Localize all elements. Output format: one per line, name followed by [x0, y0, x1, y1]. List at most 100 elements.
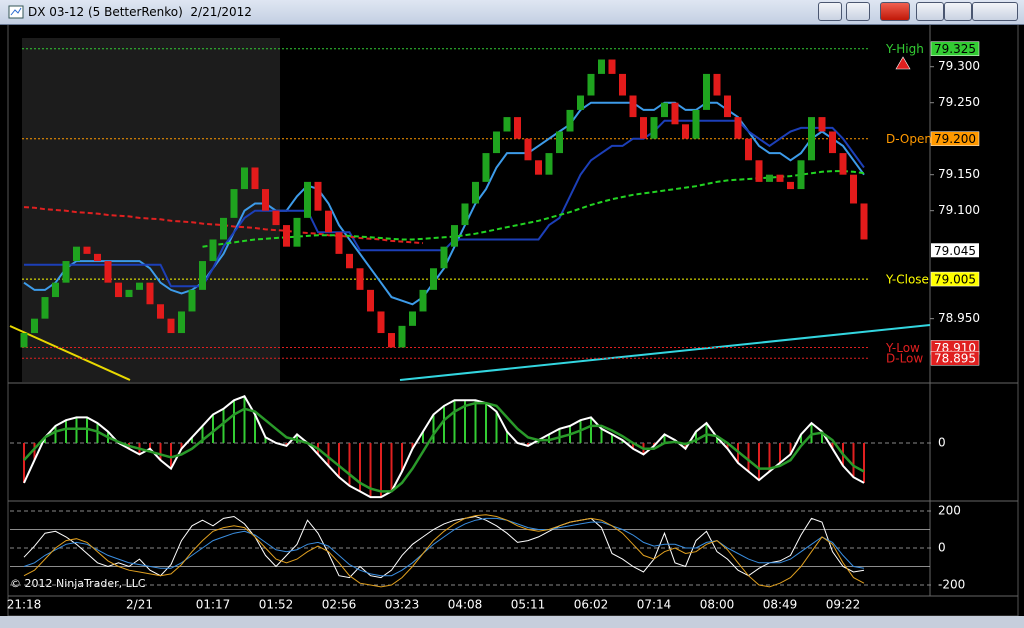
x-tick-label: 21:18: [7, 598, 42, 612]
level-value: 79.005: [934, 273, 976, 287]
toolbar-button[interactable]: [846, 2, 870, 21]
candle: [682, 124, 689, 139]
y-tick-label: 79.100: [938, 203, 980, 217]
candle: [640, 117, 647, 139]
candle: [304, 181, 311, 218]
candle: [230, 189, 238, 218]
candle: [598, 59, 605, 74]
candle: [514, 117, 521, 139]
candle: [346, 253, 353, 269]
candle: [220, 217, 227, 240]
trend-line: [399, 324, 931, 381]
candle: [797, 160, 805, 190]
candle: [83, 246, 91, 254]
candle: [104, 261, 112, 283]
candle: [776, 174, 784, 182]
level-name: Y-High: [885, 42, 924, 56]
level-value-box: [930, 350, 980, 366]
candle: [650, 117, 658, 139]
candle: [20, 333, 28, 348]
candle: [335, 232, 343, 254]
x-tick-label: 04:08: [448, 598, 483, 612]
copyright: © 2012 NinjaTrader, LLC: [10, 577, 146, 590]
trend-line: [9, 325, 131, 381]
y-tick-label: 79.300: [938, 59, 980, 73]
app-icon: [8, 5, 24, 19]
candle: [839, 153, 847, 175]
oscillator-line: [23, 517, 865, 577]
candle: [115, 282, 122, 298]
title-bar: DX 03-12 (5 BetterRenko) 2/21/2012: [0, 0, 1024, 25]
window-title: DX 03-12 (5 BetterRenko) 2/21/2012: [28, 5, 252, 19]
maximize-button[interactable]: [944, 2, 972, 21]
x-tick-label: 01:17: [196, 598, 231, 612]
toolbar-button[interactable]: [818, 2, 842, 21]
candle: [209, 239, 217, 262]
y-tick-label: -200: [938, 578, 965, 592]
y-tick-label: 0: [938, 436, 946, 450]
candle: [829, 131, 836, 154]
candle: [31, 318, 38, 334]
candle: [377, 311, 385, 334]
candle: [199, 261, 206, 290]
candle: [850, 174, 857, 204]
candle: [577, 95, 584, 110]
level-name: D-Low: [886, 352, 923, 366]
oscillator-line: [23, 515, 865, 579]
candle: [409, 311, 416, 326]
candle: [493, 131, 500, 154]
status-bar: [0, 616, 1024, 628]
candle: [566, 109, 574, 132]
candle: [262, 189, 269, 211]
x-tick-label: 02:56: [322, 598, 357, 612]
x-tick-label: 03:23: [385, 598, 420, 612]
y-tick-label: 78.950: [938, 311, 980, 325]
x-tick-label: 05:11: [511, 598, 546, 612]
candle: [629, 95, 637, 118]
candle: [157, 304, 164, 319]
candle: [367, 289, 374, 312]
last-price-box: [931, 243, 979, 258]
candle: [734, 117, 742, 139]
candle: [482, 153, 490, 182]
level-value: 78.895: [934, 352, 976, 366]
candle: [356, 268, 364, 290]
candle: [808, 117, 815, 161]
candle: [251, 167, 259, 190]
y-tick-label: 0: [938, 540, 946, 554]
alert-icon[interactable]: [895, 56, 911, 70]
level-name: D-Open: [886, 132, 932, 146]
x-tick-label: 2/21: [126, 598, 153, 612]
candle: [325, 210, 332, 233]
candle: [503, 117, 511, 132]
candle: [62, 261, 70, 283]
candle: [713, 73, 721, 96]
candle: [818, 117, 826, 132]
candle: [724, 95, 731, 118]
y-tick-label: 200: [938, 503, 961, 517]
level-value: 79.200: [934, 132, 976, 146]
oscillator-line: [23, 514, 865, 588]
candle: [608, 59, 616, 74]
candle: [41, 297, 49, 319]
candle: [451, 225, 458, 247]
last-price: 79.045: [934, 244, 976, 258]
candle: [430, 268, 437, 290]
candle: [94, 253, 101, 262]
candle: [73, 246, 80, 262]
candle: [241, 167, 248, 190]
x-tick-label: 06:02: [574, 598, 609, 612]
candle: [52, 282, 59, 298]
signal-line: [23, 401, 865, 493]
candle: [524, 138, 532, 161]
candle: [272, 210, 280, 226]
level-value-box: [930, 131, 980, 146]
candle: [461, 203, 469, 226]
close-button[interactable]: [972, 2, 1018, 21]
record-button[interactable]: [880, 2, 910, 21]
candle: [766, 174, 773, 182]
level-name: Y-Low: [885, 341, 920, 355]
candle: [661, 102, 668, 118]
minimize-button[interactable]: [916, 2, 944, 21]
